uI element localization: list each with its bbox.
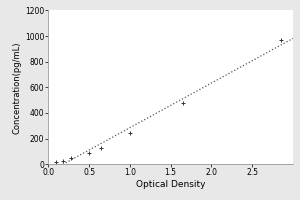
Y-axis label: Concentration(pg/mL): Concentration(pg/mL) xyxy=(13,41,22,134)
X-axis label: Optical Density: Optical Density xyxy=(136,180,206,189)
